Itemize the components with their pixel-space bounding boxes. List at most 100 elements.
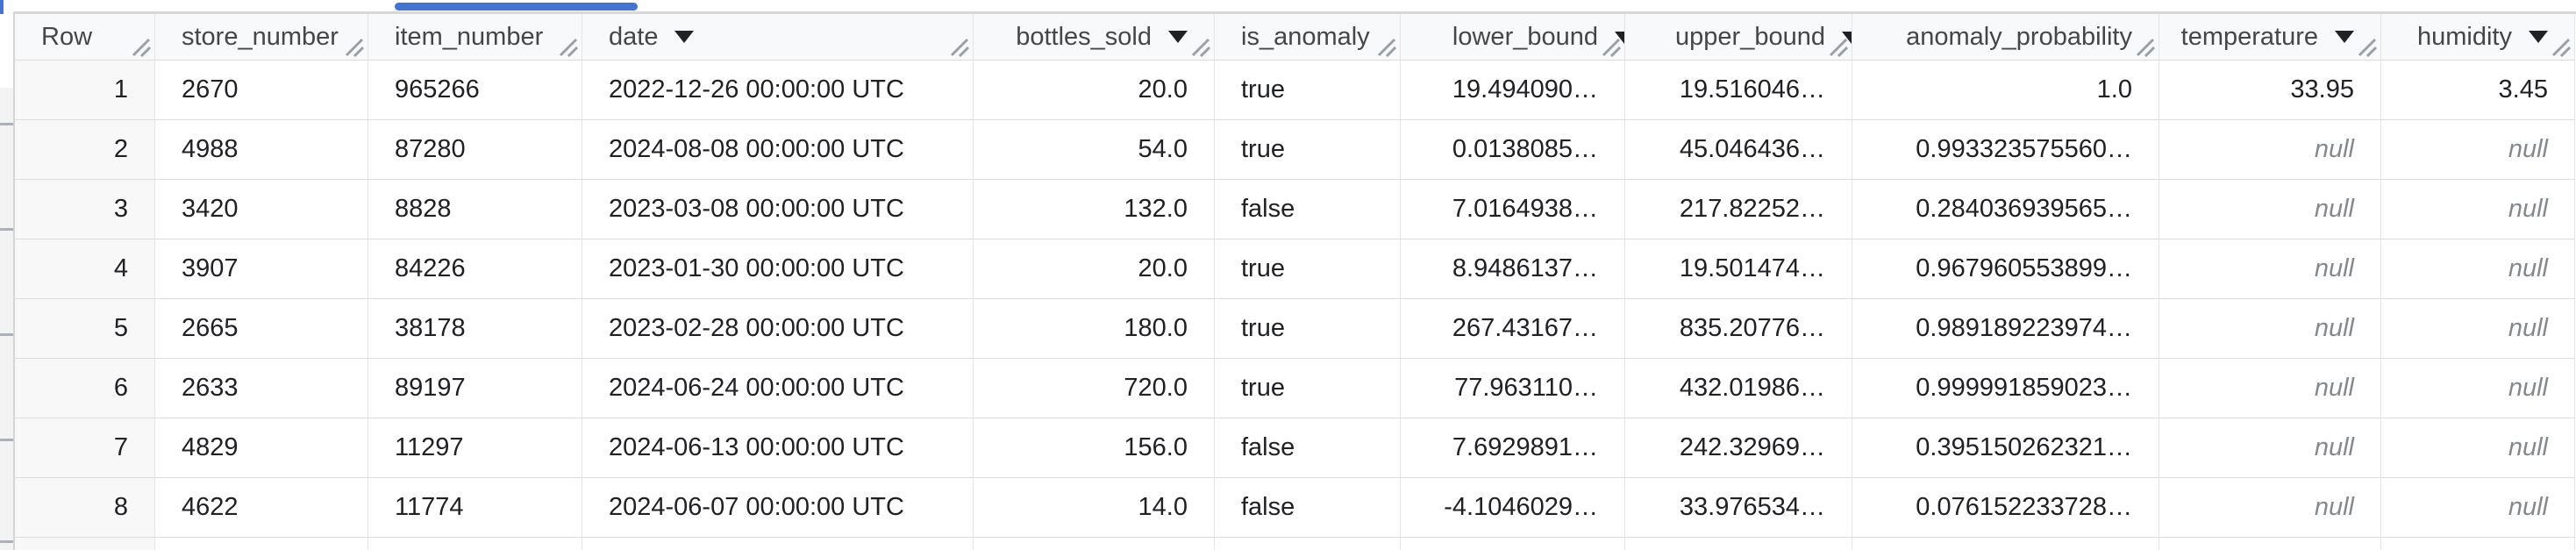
cell-is_anomaly: false bbox=[1215, 418, 1401, 478]
cell-humidity: null bbox=[2381, 180, 2575, 239]
null-value: null bbox=[2508, 135, 2548, 163]
column-header-anomaly_probability[interactable]: anomaly_probability bbox=[1852, 14, 2159, 61]
column-resize-handle[interactable] bbox=[1191, 38, 1210, 57]
column-header-humidity[interactable]: humidity bbox=[2381, 14, 2575, 61]
cell-bottles_sold: 132.0 bbox=[974, 180, 1215, 239]
dropdown-arrow-icon[interactable] bbox=[2335, 31, 2354, 43]
cell-date: 2022-12-26 00:00:00 UTC bbox=[582, 61, 974, 120]
cell-date: 2023-02-28 00:00:00 UTC bbox=[582, 299, 974, 359]
gutter-tick bbox=[0, 123, 13, 125]
column-header-bottles_sold[interactable]: bottles_sold bbox=[974, 14, 1215, 61]
cell-store_number: 2633 bbox=[155, 359, 368, 418]
cell-anomaly_probability: 0.999991859023… bbox=[1852, 359, 2159, 418]
column-header-label: humidity bbox=[2417, 22, 2512, 51]
dropdown-arrow-icon-clipped[interactable] bbox=[1615, 32, 1624, 44]
cell-item_number: 87280 bbox=[368, 120, 582, 180]
null-value: null bbox=[2314, 374, 2354, 402]
cell-upper_bound bbox=[1625, 538, 1852, 550]
cell-item_number: 8828 bbox=[368, 180, 582, 239]
cell-temperature: null bbox=[2159, 359, 2381, 418]
cell-store_number: 2670 bbox=[155, 61, 368, 120]
horizontal-scrollbar[interactable] bbox=[13, 0, 2576, 11]
cell-temperature: null bbox=[2159, 180, 2381, 239]
gutter-tick bbox=[0, 228, 13, 231]
dropdown-arrow-icon-clipped[interactable] bbox=[1842, 32, 1852, 44]
column-header-label: upper_bound bbox=[1675, 22, 1825, 51]
cell-is_anomaly: true bbox=[1215, 239, 1401, 299]
cell-date: 2024-06-13 00:00:00 UTC bbox=[582, 418, 974, 478]
header-row: Row store_number item_number date bottles_so… bbox=[15, 14, 2575, 61]
column-header-item_number[interactable]: item_number bbox=[368, 14, 582, 61]
column-header-temperature[interactable]: temperature bbox=[2159, 14, 2381, 61]
cell-humidity: null bbox=[2381, 239, 2575, 299]
column-resize-handle[interactable] bbox=[1377, 38, 1396, 57]
column-resize-handle[interactable] bbox=[2358, 38, 2377, 57]
cell-humidity bbox=[2381, 538, 2575, 550]
cell-lower_bound: 0.0138085… bbox=[1401, 120, 1625, 180]
cell-temperature: null bbox=[2159, 299, 2381, 359]
cell-row: 2 bbox=[15, 120, 155, 180]
null-value: null bbox=[2508, 314, 2548, 342]
column-resize-handle[interactable] bbox=[950, 38, 969, 57]
cell-upper_bound: 432.01986… bbox=[1625, 359, 1852, 418]
cell-lower_bound: 77.963110… bbox=[1401, 359, 1625, 418]
column-header-label: item_number bbox=[395, 22, 544, 51]
left-accent-mark bbox=[0, 0, 4, 14]
column-resize-handle[interactable] bbox=[2136, 38, 2155, 57]
cell-anomaly_probability: 0.076152233728… bbox=[1852, 478, 2159, 538]
cell-row: 3 bbox=[15, 180, 155, 239]
cell-bottles_sold: 14.0 bbox=[974, 478, 1215, 538]
cell-is_anomaly: false bbox=[1215, 478, 1401, 538]
cell-date: 2024-06-07 00:00:00 UTC bbox=[582, 478, 974, 538]
cell-temperature: null bbox=[2159, 478, 2381, 538]
column-header-lower_bound[interactable]: lower_bound bbox=[1401, 14, 1625, 61]
cell-item_number: 965266 bbox=[368, 61, 582, 120]
cell-temperature: null bbox=[2159, 239, 2381, 299]
column-resize-handle[interactable] bbox=[1602, 38, 1621, 57]
horizontal-scrollbar-thumb[interactable] bbox=[395, 3, 638, 11]
results-table: Row store_number item_number date bottles_so… bbox=[15, 14, 2575, 550]
column-header-store_number[interactable]: store_number bbox=[155, 14, 368, 61]
cell-is_anomaly: false bbox=[1215, 180, 1401, 239]
table-row: 5 2665 38178 2023-02-28 00:00:00 UTC 180.0 tr… bbox=[15, 299, 2575, 359]
cell-item_number: 11297 bbox=[368, 418, 582, 478]
column-resize-handle[interactable] bbox=[559, 38, 578, 57]
cell-row: 6 bbox=[15, 359, 155, 418]
dropdown-arrow-icon[interactable] bbox=[1168, 31, 1188, 43]
null-value: null bbox=[2508, 374, 2548, 402]
column-resize-handle[interactable] bbox=[345, 38, 364, 57]
cell-item_number bbox=[368, 538, 582, 550]
cell-humidity: 3.45 bbox=[2381, 61, 2575, 120]
dropdown-arrow-icon[interactable] bbox=[674, 31, 695, 43]
null-value: null bbox=[2508, 195, 2548, 223]
cell-anomaly_probability bbox=[1852, 538, 2159, 550]
column-header-upper_bound[interactable]: upper_bound bbox=[1625, 14, 1852, 61]
cell-upper_bound: 19.501474… bbox=[1625, 239, 1852, 299]
cell-bottles_sold: 20.0 bbox=[974, 61, 1215, 120]
cell-anomaly_probability: 0.967960553899… bbox=[1852, 239, 2159, 299]
dropdown-arrow-icon[interactable] bbox=[2529, 31, 2548, 43]
cell-lower_bound: 7.0164938… bbox=[1401, 180, 1625, 239]
gutter-tick bbox=[0, 333, 13, 336]
column-resize-handle[interactable] bbox=[2551, 38, 2571, 57]
left-gutter-track bbox=[0, 88, 13, 550]
cell-temperature: null bbox=[2159, 418, 2381, 478]
null-value: null bbox=[2314, 195, 2354, 223]
table-row-partial bbox=[15, 538, 2575, 550]
column-header-date[interactable]: date bbox=[582, 14, 974, 61]
null-value: null bbox=[2314, 433, 2354, 461]
cell-upper_bound: 19.516046… bbox=[1625, 61, 1852, 120]
table-row: 2 4988 87280 2024-08-08 00:00:00 UTC 54.0 tru… bbox=[15, 120, 2575, 180]
column-header-is_anomaly[interactable]: is_anomaly bbox=[1215, 14, 1401, 61]
cell-store_number: 4829 bbox=[155, 418, 368, 478]
cell-lower_bound: 8.9486137… bbox=[1401, 239, 1625, 299]
cell-humidity: null bbox=[2381, 359, 2575, 418]
column-resize-handle[interactable] bbox=[1829, 38, 1848, 57]
cell-row: 5 bbox=[15, 299, 155, 359]
cell-upper_bound: 33.976534… bbox=[1625, 478, 1852, 538]
cell-lower_bound: 7.6929891… bbox=[1401, 418, 1625, 478]
column-header-row[interactable]: Row bbox=[15, 14, 155, 61]
column-resize-handle[interactable] bbox=[132, 38, 151, 57]
null-value: null bbox=[2314, 493, 2354, 521]
